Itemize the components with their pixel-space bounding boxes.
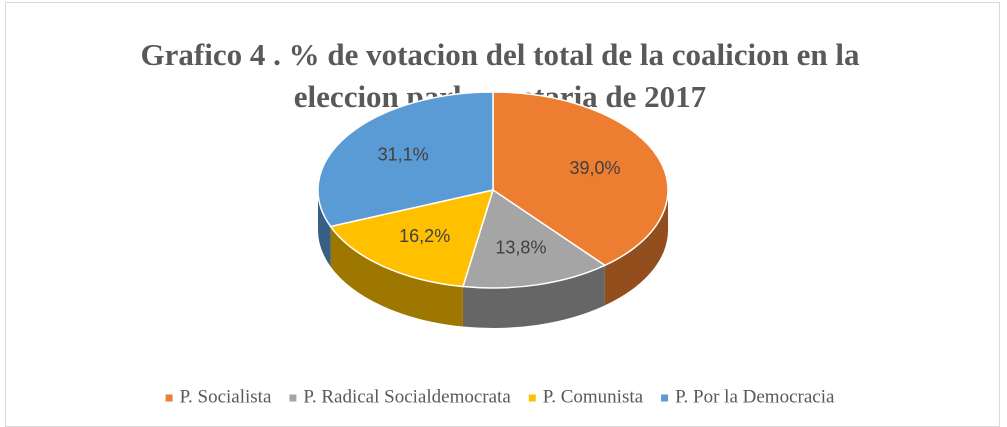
legend-swatch xyxy=(528,394,536,402)
chart-title: Grafico 4 . % de votacion del total de l… xyxy=(141,37,860,72)
slice xyxy=(329,188,495,288)
legend-label: P. Socialista xyxy=(180,386,272,407)
data-label: 39,0% xyxy=(570,158,621,178)
data-label: 16,2% xyxy=(399,226,450,246)
legend-label: P. Comunista xyxy=(543,386,644,407)
slice xyxy=(461,188,607,289)
slice xyxy=(317,91,494,228)
slice xyxy=(492,91,669,267)
slice-side xyxy=(462,265,605,328)
legend-swatch xyxy=(289,394,297,402)
slice-side xyxy=(330,226,463,327)
legend-swatch xyxy=(165,394,173,402)
data-label: 31,1% xyxy=(378,145,429,165)
slice-side xyxy=(604,190,668,306)
legend-label: P. Por la Democracia xyxy=(675,386,835,407)
data-label: 13,8% xyxy=(495,237,546,257)
legend-swatch xyxy=(661,394,669,402)
legend-label: P. Radical Socialdemocrata xyxy=(303,386,511,407)
